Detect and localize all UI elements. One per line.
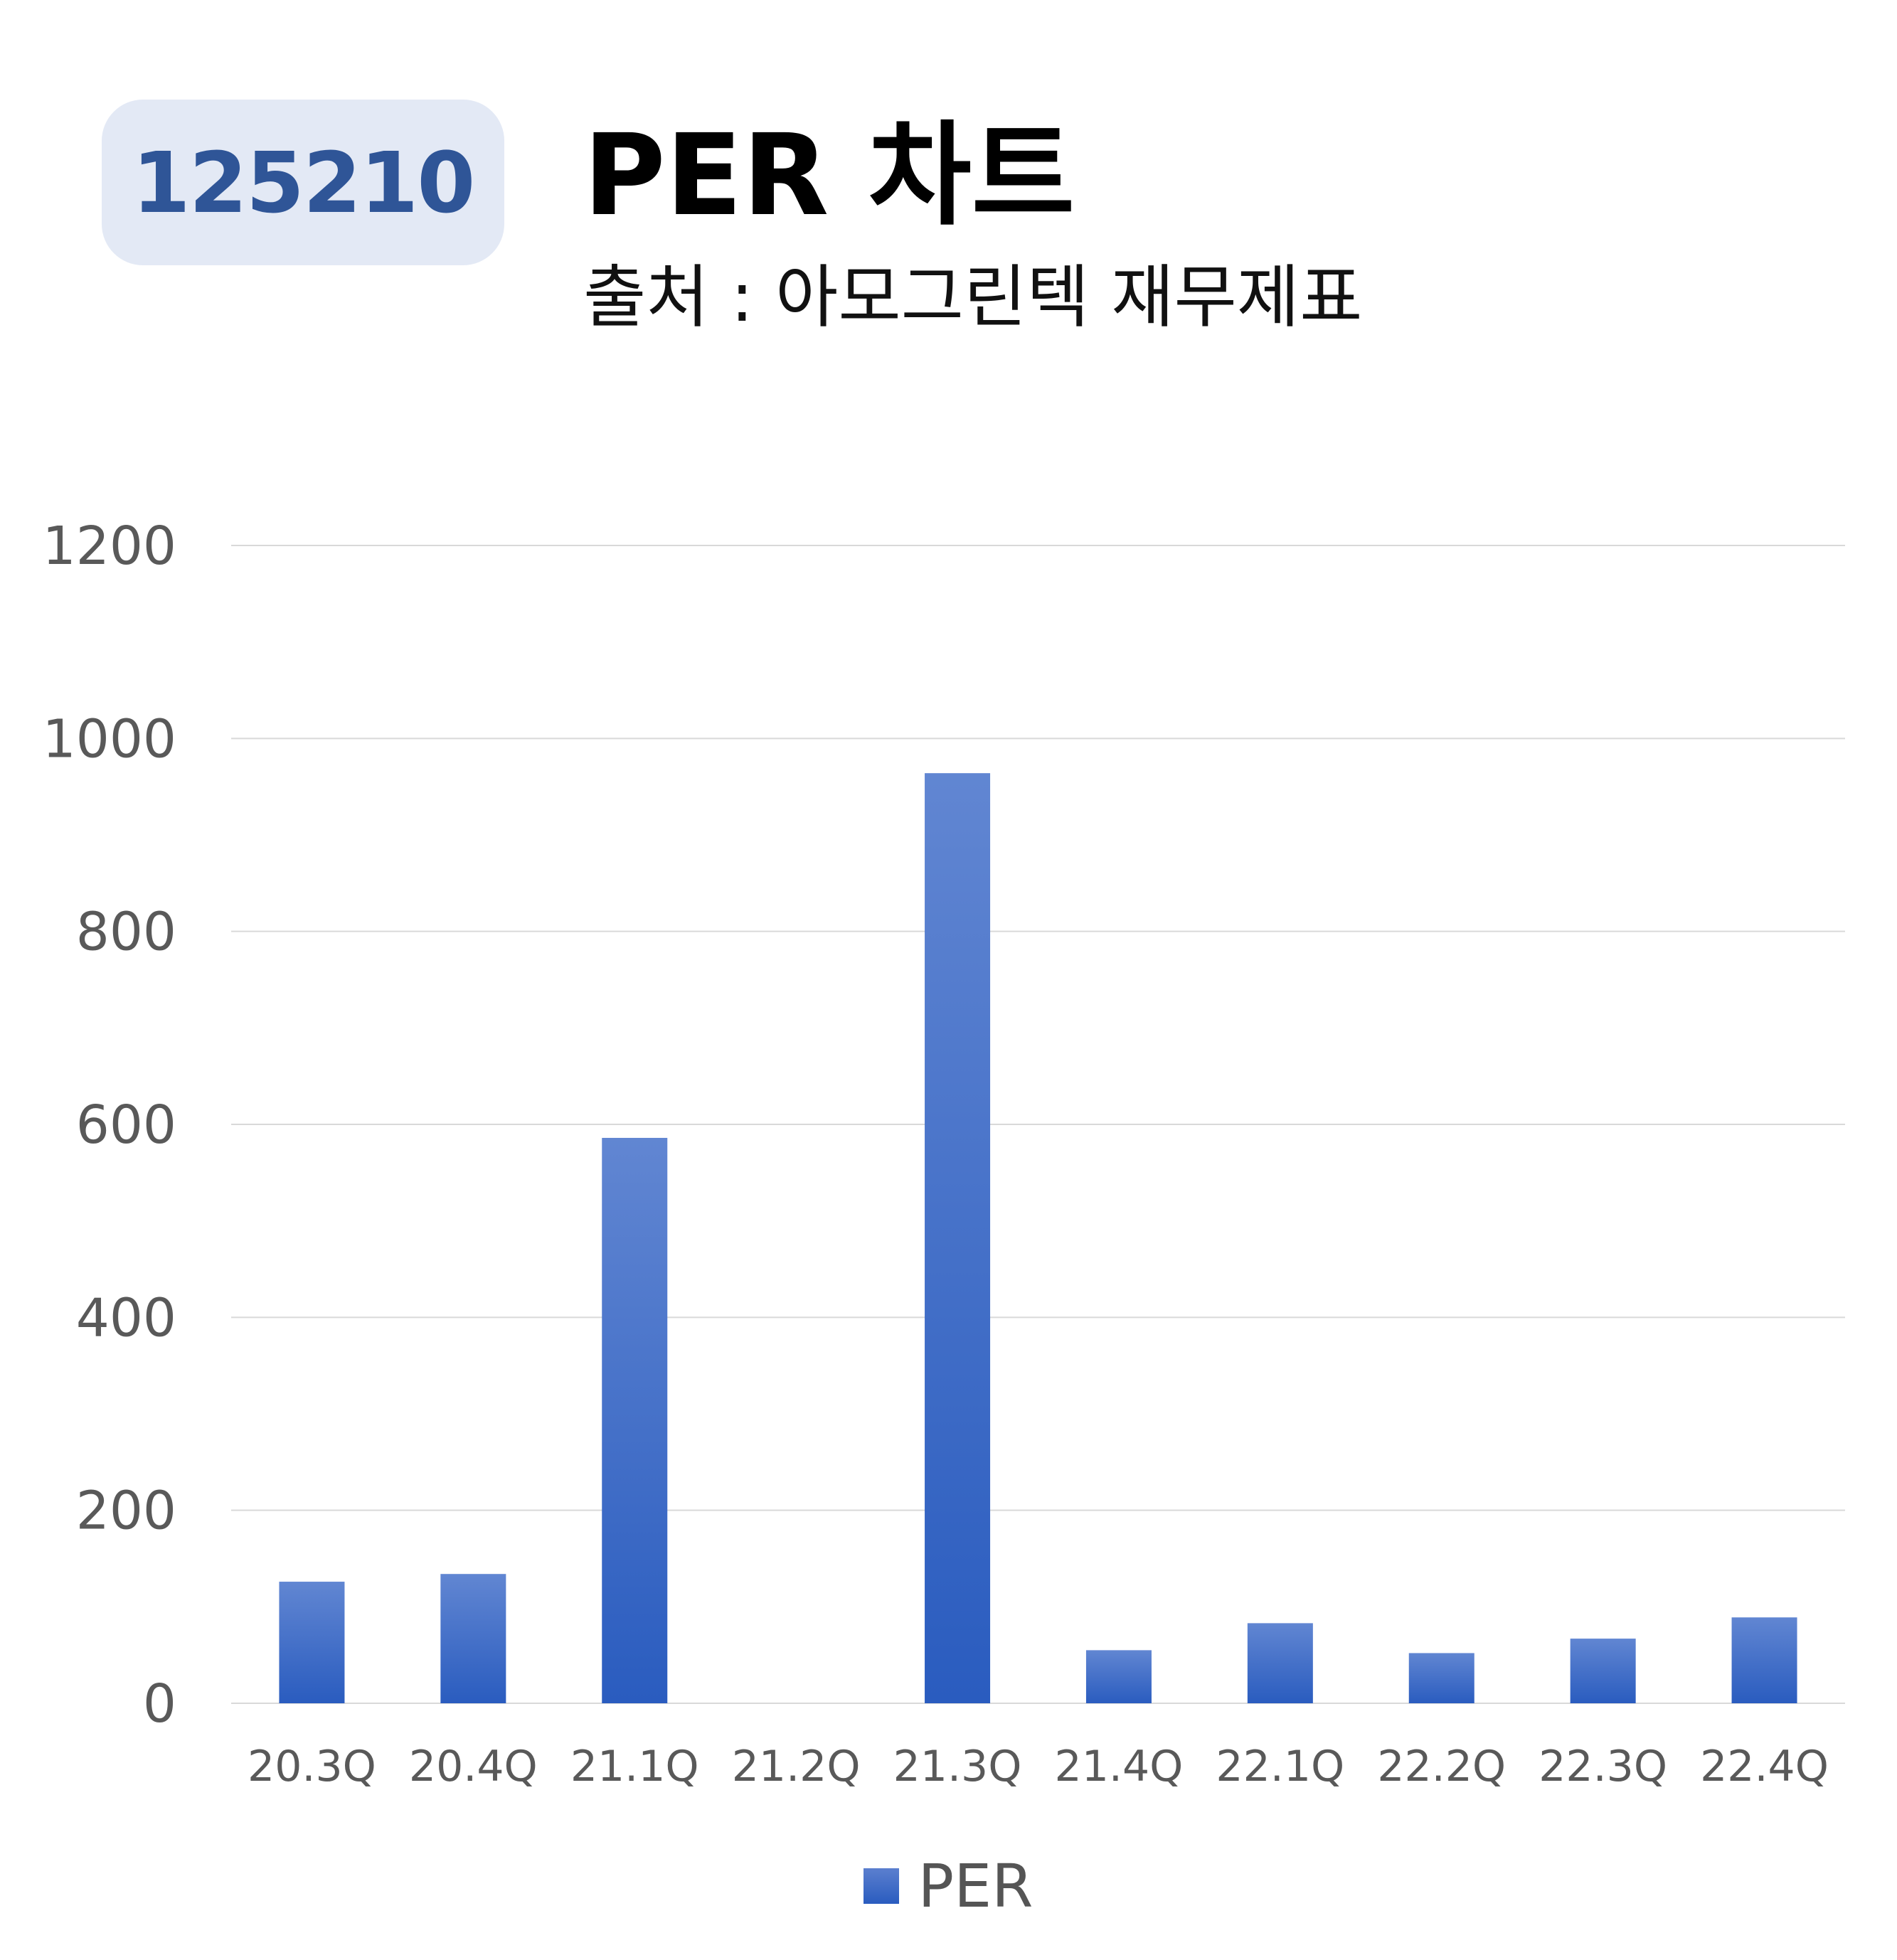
bar-21.4Q	[1085, 1650, 1152, 1703]
bar-20.4Q	[440, 1574, 506, 1703]
y-tick-label: 1200	[43, 516, 176, 577]
legend-swatch	[864, 1868, 900, 1904]
y-tick-label: 0	[143, 1673, 176, 1735]
y-tick-label: 200	[76, 1481, 176, 1542]
legend: PER	[0, 1856, 1897, 1916]
bar-20.3Q	[279, 1582, 345, 1703]
bars	[279, 773, 1797, 1703]
x-tick-label: 22.1Q	[1216, 1742, 1344, 1791]
y-tick-label: 800	[76, 902, 176, 963]
x-axis-ticks: 20.3Q 20.4Q 21.1Q 21.2Q 21.3Q 21.4Q 22.1Q 22.2Q…	[248, 1742, 1829, 1791]
stock-code-badge: 125210	[102, 100, 504, 265]
x-tick-label: 22.2Q	[1377, 1742, 1506, 1791]
y-tick-label: 400	[76, 1287, 176, 1348]
legend-label: PER	[918, 1851, 1033, 1921]
bar-22.4Q	[1731, 1617, 1797, 1703]
bar-21.1Q	[602, 1137, 668, 1703]
x-tick-label: 22.3Q	[1539, 1742, 1667, 1791]
bar-22.3Q	[1570, 1639, 1636, 1703]
bar-22.2Q	[1408, 1653, 1474, 1703]
y-axis-ticks: 0 200 400 600 800 1000 1200	[43, 516, 176, 1735]
chart-title: PER 차트	[583, 110, 1075, 241]
x-tick-label: 21.2Q	[732, 1742, 861, 1791]
bar-21.3Q	[925, 773, 991, 1703]
x-tick-label: 21.1Q	[570, 1742, 699, 1791]
grid-lines	[231, 545, 1845, 1704]
x-tick-label: 22.4Q	[1700, 1742, 1829, 1791]
x-tick-label: 21.4Q	[1055, 1742, 1184, 1791]
y-tick-label: 600	[76, 1094, 176, 1156]
x-tick-label: 21.3Q	[893, 1742, 1022, 1791]
bar-22.1Q	[1247, 1623, 1313, 1703]
chart-source: 출처 : 아모그린텍 재무제표	[583, 257, 1363, 337]
x-tick-label: 20.3Q	[248, 1742, 376, 1791]
x-tick-label: 20.4Q	[409, 1742, 538, 1791]
y-tick-label: 1000	[43, 708, 176, 769]
